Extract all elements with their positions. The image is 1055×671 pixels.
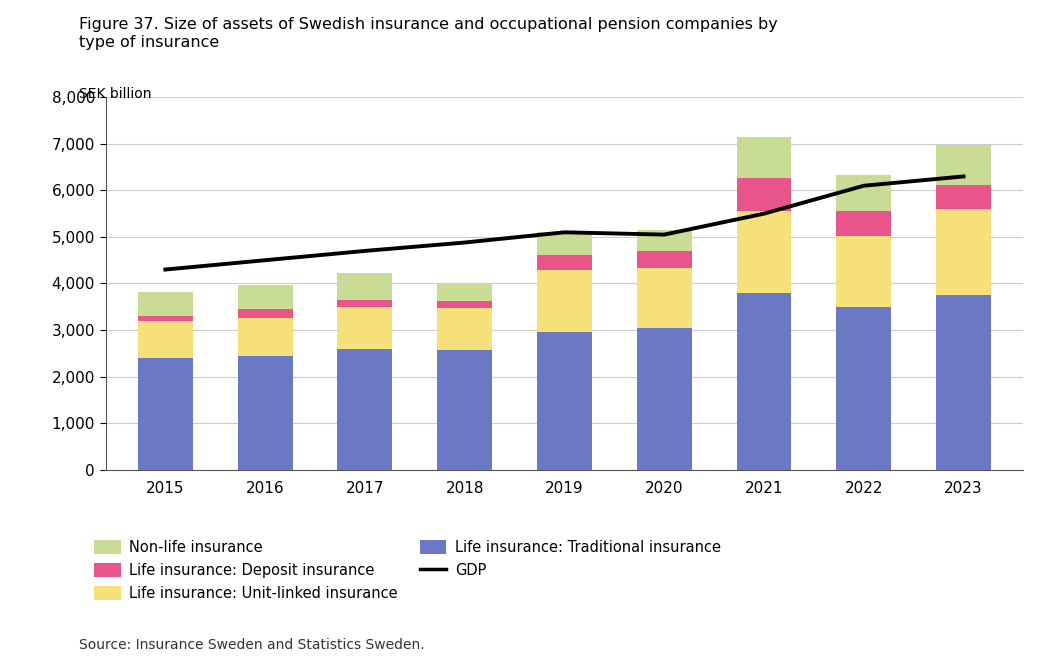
Bar	[537, 270, 592, 332]
Bar	[138, 316, 193, 321]
Bar	[637, 230, 692, 251]
Bar	[437, 308, 492, 350]
Bar	[936, 185, 991, 209]
Bar	[138, 358, 193, 470]
Bar	[736, 138, 791, 178]
Bar	[237, 356, 292, 470]
Bar	[637, 268, 692, 327]
Bar	[138, 321, 193, 358]
Bar	[437, 282, 492, 301]
Bar	[936, 209, 991, 295]
Bar	[837, 236, 891, 307]
Bar	[338, 274, 392, 299]
Bar	[338, 299, 392, 307]
Bar	[837, 307, 891, 470]
Bar	[936, 295, 991, 470]
Bar	[736, 293, 791, 470]
Bar	[338, 349, 392, 470]
Legend: Non-life insurance, Life insurance: Deposit insurance, Life insurance: Unit-link: Non-life insurance, Life insurance: Depo…	[95, 540, 721, 601]
Text: type of insurance: type of insurance	[79, 35, 219, 50]
Bar	[837, 175, 891, 211]
Bar	[837, 211, 891, 236]
Bar	[338, 307, 392, 349]
Bar	[736, 211, 791, 293]
Bar	[437, 350, 492, 470]
Bar	[138, 293, 193, 316]
Bar	[537, 332, 592, 470]
Bar	[537, 255, 592, 270]
Bar	[237, 319, 292, 356]
Bar	[936, 145, 991, 185]
Bar	[637, 251, 692, 268]
Text: SEK billion: SEK billion	[79, 87, 152, 101]
Bar	[537, 232, 592, 255]
Text: Figure 37. Size of assets of Swedish insurance and occupational pension companie: Figure 37. Size of assets of Swedish ins…	[79, 17, 778, 32]
Bar	[736, 178, 791, 211]
Bar	[237, 285, 292, 309]
Bar	[437, 301, 492, 308]
Bar	[237, 309, 292, 319]
Text: Source: Insurance Sweden and Statistics Sweden.: Source: Insurance Sweden and Statistics …	[79, 638, 425, 652]
Bar	[637, 327, 692, 470]
